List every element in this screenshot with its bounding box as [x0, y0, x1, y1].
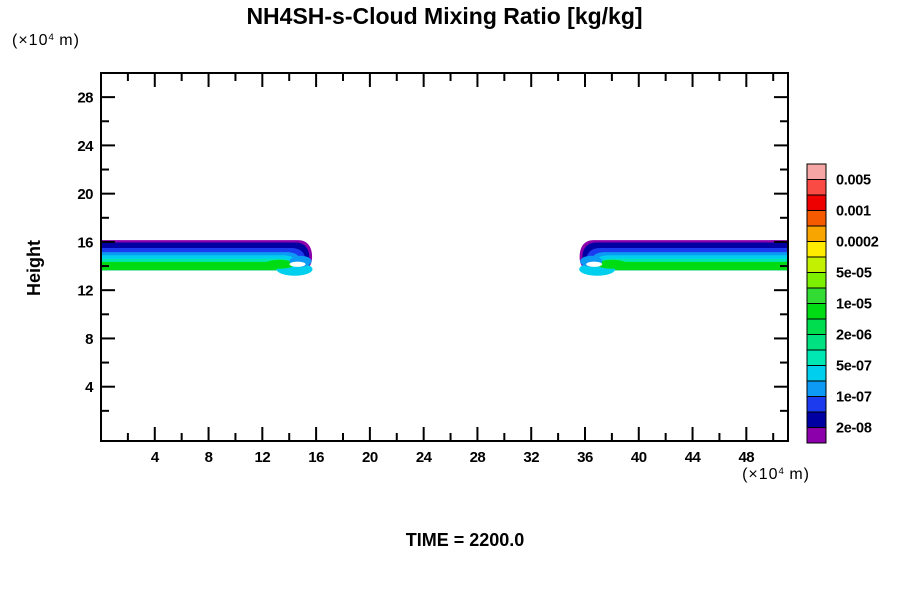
colorbar-segment: [806, 411, 827, 428]
contour-band-layer-1e-05: [603, 261, 788, 271]
x-tick-label: 8: [205, 449, 213, 466]
x-tick-label: 20: [362, 449, 378, 466]
colorbar-segment: [806, 396, 827, 413]
colorbar-tick-label: 5e-05: [836, 266, 872, 282]
time-annotation: TIME = 2200.0: [405, 530, 525, 550]
colorbar-segment: [806, 225, 827, 242]
x-tick-label: 44: [685, 449, 702, 466]
band-tip-notch: [586, 261, 603, 267]
y-tick-label: 24: [77, 138, 94, 155]
colorbar-segment: [806, 163, 827, 180]
x-tick-label: 4: [151, 449, 160, 466]
colorbar-segment: [806, 210, 827, 227]
colorbar-segment: [806, 334, 827, 351]
x-tick-label: 32: [523, 449, 539, 466]
band-tip-core: [597, 259, 628, 269]
x-tick-label: 16: [308, 449, 324, 466]
x-tick-label: 48: [738, 449, 754, 466]
colorbar-segment: [806, 427, 827, 444]
colorbar-segment: [806, 272, 827, 289]
colorbar-segment: [806, 287, 827, 304]
colorbar-tick-label: 0.001: [836, 204, 871, 220]
colorbar-tick-label: 1e-07: [836, 390, 872, 406]
chart-title: NH4SH-s-Cloud Mixing Ratio [kg/kg]: [246, 3, 643, 29]
x-axis-unit-label: (×104 m): [742, 466, 810, 483]
colorbar-segment: [806, 194, 827, 211]
y-tick-label: 28: [77, 90, 93, 107]
y-axis-unit-label: (×104 m): [12, 32, 80, 49]
x-tick-label: 28: [470, 449, 486, 466]
colorbar-segment: [806, 303, 827, 320]
cloud-bands: [101, 240, 788, 276]
x-tick-label: 40: [631, 449, 647, 466]
x-unit-exponent: 4: [778, 466, 784, 478]
colorbar-tick-label: 5e-07: [836, 359, 872, 375]
colorbar-segment: [806, 241, 827, 258]
colorbar-segment: [806, 380, 827, 397]
plot-frame: [100, 72, 789, 442]
y-tick-label: 12: [77, 283, 93, 300]
x-tick-label: 36: [577, 449, 593, 466]
colorbar-tick-label: 0.0002: [836, 235, 879, 251]
y-tick-label: 8: [85, 331, 93, 348]
colorbar-segment: [806, 365, 827, 382]
colorbar-segment: [806, 318, 827, 335]
colorbar-tick-label: 0.005: [836, 173, 871, 189]
y-unit-exponent: 4: [48, 32, 54, 44]
y-tick-label: 4: [85, 379, 94, 396]
colorbar-tick-label: 2e-08: [836, 421, 872, 437]
colorbar-segment: [806, 349, 827, 366]
band-tip-core: [264, 259, 295, 269]
y-tick-label: 16: [77, 234, 93, 251]
colorbar-tick-label: 2e-06: [836, 328, 872, 344]
contour-band-layer-1e-05: [101, 261, 289, 271]
colorbar-segment: [806, 256, 827, 273]
colorbar-segment: [806, 179, 827, 196]
y-tick-label: 20: [77, 186, 93, 203]
x-tick-label: 24: [416, 449, 433, 466]
colorbar-tick-label: 1e-05: [836, 297, 872, 313]
band-tip-notch: [289, 261, 306, 267]
x-tick-label: 12: [254, 449, 270, 466]
